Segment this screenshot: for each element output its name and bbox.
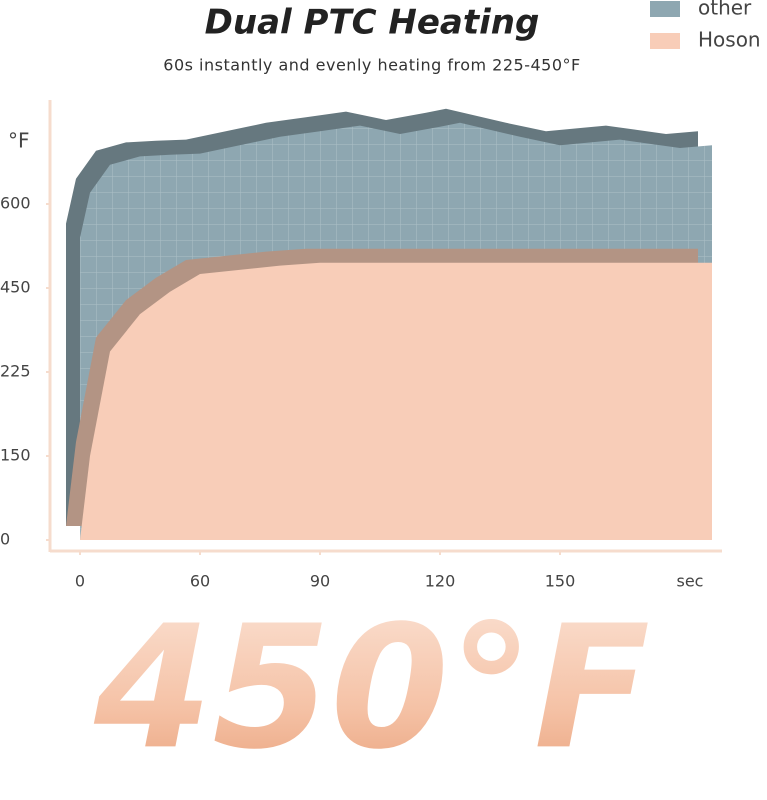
legend-swatch [650,1,680,17]
chart-title: Dual PTC Heating [205,3,540,43]
y-tick-label: 0 [0,530,10,549]
x-tick-label: 150 [545,572,576,591]
legend-label: Hoson [698,28,761,52]
area [80,262,712,540]
y-tick-label: 450 [0,278,31,297]
legend: other Hoson [650,0,761,52]
plot-area [66,108,712,541]
x-axis-label: sec [677,572,704,591]
x-tick-label: 90 [310,572,330,591]
y-tick-label: 150 [0,446,31,465]
chart-subtitle: 60s instantly and evenly heating from 22… [163,56,580,75]
annotation: 450°F [93,589,650,787]
legend-label: other [698,0,752,20]
legend-swatch [650,33,680,49]
y-tick-label: 225 [0,362,31,381]
y-axis-label: °F [8,129,30,153]
x-tick-label: 120 [425,572,456,591]
y-tick-label: 600 [0,194,31,213]
x-tick-label: 0 [75,572,85,591]
x-tick-label: 60 [190,572,210,591]
